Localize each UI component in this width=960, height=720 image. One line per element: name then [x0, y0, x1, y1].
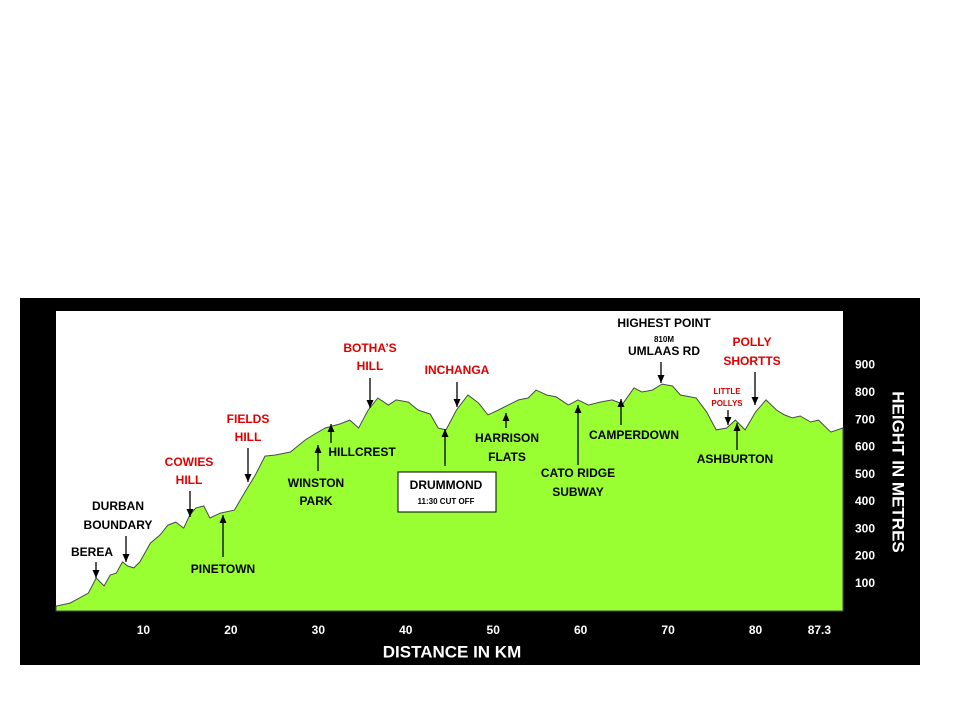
annotation-label: 810M: [654, 335, 674, 344]
annotation-label: DRUMMOND: [410, 478, 483, 492]
arrow-head: [657, 375, 665, 383]
annotation-label: INCHANGA: [425, 363, 490, 377]
x-tick-label: 80: [749, 623, 763, 637]
annotation-label: SHORTTS: [723, 354, 780, 368]
y-tick-label: 900: [855, 358, 875, 372]
annotation-label: HILLCREST: [328, 445, 396, 459]
arrow-head: [751, 397, 759, 405]
arrow-head: [366, 400, 374, 408]
y-tick-label: 600: [855, 440, 875, 454]
arrow-head: [441, 429, 449, 437]
annotation-label: COWIES: [165, 455, 214, 469]
annotation-label: HILL: [235, 430, 262, 444]
x-tick-label: 50: [487, 623, 501, 637]
annotation-label: HARRISON: [475, 431, 539, 445]
y-axis-title: HEIGHT IN METRES: [889, 391, 908, 553]
arrow-head: [733, 423, 741, 431]
arrow-head: [453, 399, 461, 407]
y-tick-label: 400: [855, 494, 875, 508]
annotation-label: FIELDS: [227, 412, 270, 426]
y-tick-label: 100: [855, 576, 875, 590]
y-tick-label: 700: [855, 412, 875, 426]
arrow-head: [122, 554, 130, 562]
annotation-label: POLLYS: [711, 399, 743, 408]
arrow-head: [502, 413, 510, 421]
x-axis-title: DISTANCE IN KM: [383, 642, 522, 661]
x-tick-label: 20: [224, 623, 238, 637]
x-tick-label: 40: [399, 623, 413, 637]
x-tick-label: 10: [137, 623, 151, 637]
annotation-box: [397, 471, 497, 513]
x-tick-label: 60: [574, 623, 588, 637]
annotation-label: HILL: [357, 359, 384, 373]
arrow-head: [244, 474, 252, 482]
arrow-head: [92, 570, 100, 578]
annotation-label: WINSTON: [288, 476, 344, 490]
y-tick-label: 200: [855, 549, 875, 563]
x-tick-label: 70: [661, 623, 675, 637]
annotation-label: PINETOWN: [191, 562, 255, 576]
x-tick-label: 30: [312, 623, 326, 637]
annotation-label: BEREA: [71, 545, 113, 559]
annotation-label: BOUNDARY: [84, 518, 153, 532]
annotation-label: POLLY: [733, 335, 772, 349]
annotation-label: 11:30 CUT OFF: [418, 497, 475, 506]
arrow-head: [617, 399, 625, 407]
arrow-head: [186, 509, 194, 517]
y-tick-label: 800: [855, 385, 875, 399]
arrow-head: [574, 405, 582, 413]
x-tick-label: 87.3: [808, 623, 832, 637]
arrow-head: [314, 445, 322, 453]
annotation-label: BOTHA’S: [343, 341, 396, 355]
annotation-label: SUBWAY: [552, 485, 604, 499]
annotation-label: HIGHEST POINT: [617, 316, 711, 330]
arrow-head: [724, 417, 732, 425]
annotation-label: ASHBURTON: [697, 452, 773, 466]
annotation-label: PARK: [299, 494, 332, 508]
annotation-label: CATO RIDGE: [541, 466, 615, 480]
annotation-label: DURBAN: [92, 499, 144, 513]
y-tick-label: 500: [855, 467, 875, 481]
annotation-label: LITTLE: [713, 387, 741, 396]
y-tick-label: 300: [855, 521, 875, 535]
annotation-label: FLATS: [488, 450, 526, 464]
annotation-label: UMLAAS RD: [628, 344, 700, 358]
arrow-head: [327, 424, 335, 432]
arrow-head: [219, 515, 227, 523]
annotation-label: HILL: [176, 473, 203, 487]
annotation-label: CAMPERDOWN: [589, 428, 679, 442]
